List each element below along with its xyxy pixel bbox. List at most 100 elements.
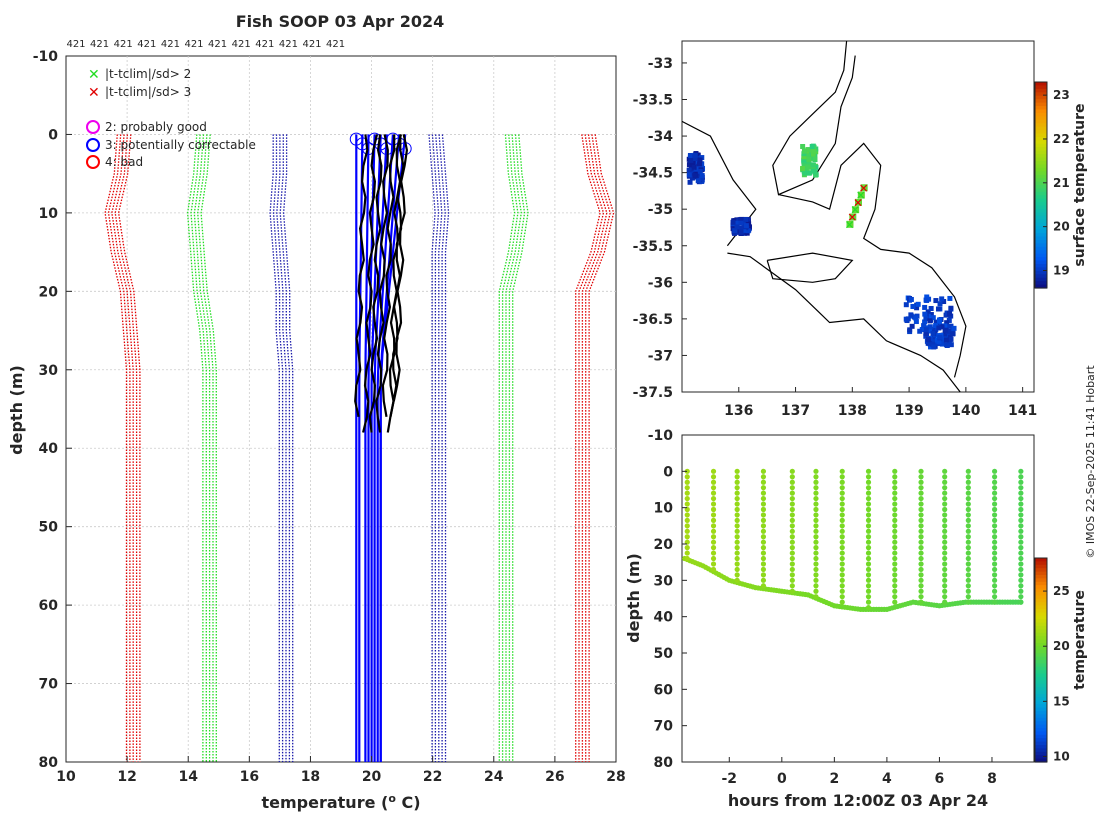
cast-point xyxy=(991,561,998,567)
track-pixel xyxy=(857,191,865,199)
cast-point xyxy=(839,512,845,518)
sst-pixel xyxy=(919,327,925,333)
cast-point xyxy=(1018,474,1024,480)
cast-point xyxy=(965,572,971,578)
cast-point xyxy=(839,534,845,540)
cast-point xyxy=(710,534,717,540)
cast-point xyxy=(942,577,948,583)
climatology-line xyxy=(117,134,141,762)
coastline-south xyxy=(727,252,961,393)
cast-point xyxy=(710,528,717,534)
colorbar-cell xyxy=(1035,181,1047,186)
cast-point xyxy=(734,561,740,567)
sst-pixel xyxy=(908,296,914,302)
cast-point xyxy=(839,572,845,578)
blue-profile xyxy=(364,134,370,762)
cast-point xyxy=(789,588,795,594)
colorbar-frame xyxy=(1034,81,1048,289)
colorbar-cell xyxy=(1035,581,1047,586)
sst-pixel xyxy=(801,169,807,175)
colorbar-tick-label: 20 xyxy=(1053,220,1070,234)
sst-pixel xyxy=(738,217,744,223)
top-labels: 421 421 421 421 421 421 421 421 421 421 421 421 xyxy=(66,39,345,50)
cast-point xyxy=(942,588,948,594)
cast-point xyxy=(760,501,767,507)
colorbar-cell xyxy=(1035,95,1047,100)
cast-point xyxy=(710,550,717,556)
sst-pixel xyxy=(921,323,927,329)
gulf-spencer xyxy=(772,40,856,196)
cast-point xyxy=(942,474,948,480)
map-y-tick-label: -35 xyxy=(648,202,673,218)
cast-point xyxy=(684,517,690,523)
cast-point xyxy=(760,583,767,589)
colorbar-tick-label: 10 xyxy=(1053,749,1070,763)
y-tick-label: 50 xyxy=(39,520,59,536)
sst-pixel xyxy=(948,305,954,311)
y-tick-label: 10 xyxy=(39,206,59,222)
cast-point xyxy=(892,523,898,529)
black-profile xyxy=(362,134,379,433)
sst-pixel xyxy=(915,301,921,307)
cast-point xyxy=(684,479,690,485)
colorbar-cell xyxy=(1035,615,1047,620)
cast-point xyxy=(892,534,898,540)
cast-point xyxy=(684,534,690,540)
cast-point xyxy=(1018,577,1024,583)
colorbar-cell xyxy=(1035,653,1047,658)
sst-pixel xyxy=(927,318,933,324)
colorbar-cell xyxy=(1035,202,1047,207)
colorbar-cell xyxy=(1035,660,1047,664)
cast-point xyxy=(965,583,971,589)
sst-pixel xyxy=(687,152,693,158)
sst-pixel xyxy=(903,302,909,308)
sst-pixel xyxy=(688,157,694,163)
sst-pixel xyxy=(810,162,816,168)
sst-pixel xyxy=(936,317,942,323)
cast-point xyxy=(965,512,971,518)
cast-point xyxy=(865,588,872,594)
colorbar-cell xyxy=(1035,639,1047,644)
cast-point xyxy=(965,545,971,551)
cast-point xyxy=(918,517,924,523)
sst-pixel xyxy=(939,296,945,302)
cast-point xyxy=(965,588,971,594)
cast-point xyxy=(734,534,740,540)
cast-point xyxy=(710,517,717,523)
section-plot: -2 0 2 4 6 8 -10 0 10 20 30 40 50 60 70 80 hours from 1… xyxy=(624,428,1088,810)
cast-point xyxy=(710,539,717,545)
colorbar-cell xyxy=(1035,677,1047,681)
sst-pixel xyxy=(745,228,751,234)
cast-point xyxy=(734,485,740,491)
cast-point xyxy=(991,550,998,556)
cast-point xyxy=(710,468,717,474)
sst-pixel xyxy=(926,337,932,343)
cast-point xyxy=(942,501,948,507)
cast-point xyxy=(813,501,819,507)
map-y-tick-label: -37 xyxy=(648,348,673,364)
cast-point xyxy=(710,506,717,513)
cast-point xyxy=(1018,583,1024,589)
cast-point xyxy=(760,517,767,523)
cast-point xyxy=(1018,545,1024,551)
map-x-tick-label: 137 xyxy=(781,403,810,419)
track-marker: ✕ xyxy=(844,218,854,232)
sst-pixel xyxy=(699,173,705,179)
cast-point xyxy=(734,550,740,556)
cast-point xyxy=(789,545,795,551)
climatology-line xyxy=(190,134,207,762)
cast-point xyxy=(991,495,998,502)
cast-point xyxy=(892,506,898,513)
cast-point xyxy=(789,550,795,556)
cast-point xyxy=(865,555,872,562)
cast-point xyxy=(892,566,898,573)
colorbar-cell xyxy=(1035,585,1047,590)
cast-point xyxy=(942,561,948,567)
cast-point xyxy=(813,474,819,480)
cast-point xyxy=(865,577,872,583)
sst-pixel xyxy=(933,298,939,304)
colorbar-cell xyxy=(1035,711,1047,715)
colorbar-cell xyxy=(1035,281,1047,286)
cast-point xyxy=(865,539,872,545)
y-tick-label: 30 xyxy=(39,363,59,379)
